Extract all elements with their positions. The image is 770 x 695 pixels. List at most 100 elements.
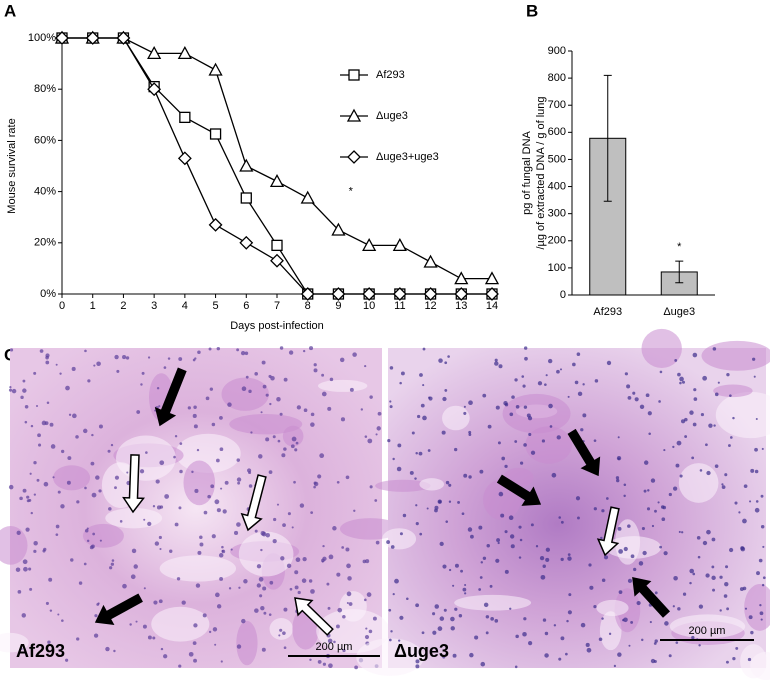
nucleus <box>443 608 447 612</box>
nucleus <box>193 623 198 628</box>
nucleus <box>586 647 592 653</box>
nucleus <box>105 646 110 652</box>
nucleus <box>470 534 474 539</box>
legend-label: Af293 <box>376 69 405 81</box>
nucleus <box>510 544 515 549</box>
nucleus <box>755 417 758 420</box>
nucleus <box>238 586 241 589</box>
nucleus <box>19 496 23 501</box>
marker <box>392 238 407 252</box>
nucleus <box>755 500 759 503</box>
nucleus <box>548 403 553 409</box>
nucleus <box>743 484 748 489</box>
nucleus <box>468 475 472 479</box>
nucleus <box>153 600 158 605</box>
nucleus <box>445 520 449 523</box>
nucleus <box>608 632 612 636</box>
nucleus <box>585 642 590 647</box>
y-tick-label: 700 <box>548 99 566 111</box>
nucleus <box>421 631 425 635</box>
nucleus <box>365 627 368 630</box>
nucleus <box>65 385 70 391</box>
nucleus <box>362 559 367 564</box>
nucleus <box>478 588 482 591</box>
nucleus <box>617 436 620 439</box>
nucleus <box>288 350 294 355</box>
nucleus <box>181 600 186 605</box>
nucleus <box>509 534 515 539</box>
nucleus <box>84 349 87 353</box>
legend-marker <box>347 150 361 164</box>
nucleus <box>335 624 340 629</box>
marker <box>454 287 469 301</box>
nucleus <box>464 583 467 587</box>
nucleus <box>482 556 487 560</box>
tissue <box>701 340 770 371</box>
legend-label: Δuge3 <box>376 110 408 122</box>
nucleus <box>293 480 296 484</box>
nucleus <box>542 618 547 622</box>
nucleus <box>84 486 87 490</box>
nucleus <box>480 561 483 564</box>
nucleus <box>650 478 656 483</box>
nucleus <box>254 608 259 613</box>
nucleus <box>702 540 708 546</box>
nucleus <box>463 405 466 408</box>
nucleus <box>479 469 484 474</box>
nucleus <box>310 422 315 427</box>
nucleus <box>654 509 657 513</box>
nucleus <box>727 444 731 447</box>
nucleus <box>110 443 114 447</box>
nucleus <box>342 648 346 653</box>
nucleus <box>158 599 163 604</box>
nucleus <box>309 346 314 351</box>
marker <box>239 235 254 250</box>
nucleus <box>756 571 760 576</box>
nucleus <box>369 485 373 489</box>
nucleus <box>38 443 42 447</box>
nucleus <box>717 381 720 384</box>
nucleus <box>714 392 719 397</box>
nucleus <box>195 583 201 588</box>
nucleus <box>654 639 658 643</box>
nucleus <box>522 631 527 637</box>
nucleus <box>498 364 503 369</box>
nucleus <box>26 499 30 503</box>
nucleus <box>83 562 87 566</box>
nucleus <box>742 586 747 591</box>
nucleus <box>400 371 405 376</box>
nucleus <box>256 583 261 588</box>
nucleus <box>256 564 262 569</box>
nucleus <box>415 522 419 526</box>
nucleus <box>208 347 212 351</box>
nucleus <box>9 348 14 352</box>
nucleus <box>209 387 214 391</box>
nucleus <box>689 568 695 574</box>
nucleus <box>230 548 233 551</box>
nucleus <box>457 500 461 504</box>
nucleus <box>672 605 675 608</box>
nucleus <box>700 412 704 417</box>
nucleus <box>762 576 766 580</box>
nucleus <box>174 435 178 438</box>
nucleus <box>730 436 733 439</box>
nucleus <box>468 400 473 406</box>
nucleus <box>70 558 74 562</box>
tissue <box>715 391 770 439</box>
nucleus <box>593 605 597 609</box>
nucleus <box>760 494 764 498</box>
nucleus <box>90 461 95 466</box>
nucleus <box>565 652 568 656</box>
nucleus <box>295 557 301 563</box>
nucleus <box>282 631 286 635</box>
nucleus <box>241 618 246 624</box>
nucleus <box>496 538 501 542</box>
nucleus <box>452 584 455 587</box>
arrow <box>567 428 601 477</box>
tissue <box>678 463 719 503</box>
nucleus <box>147 635 152 640</box>
nucleus <box>627 395 632 400</box>
nucleus <box>322 544 325 548</box>
nucleus <box>369 395 373 399</box>
nucleus <box>212 627 218 632</box>
